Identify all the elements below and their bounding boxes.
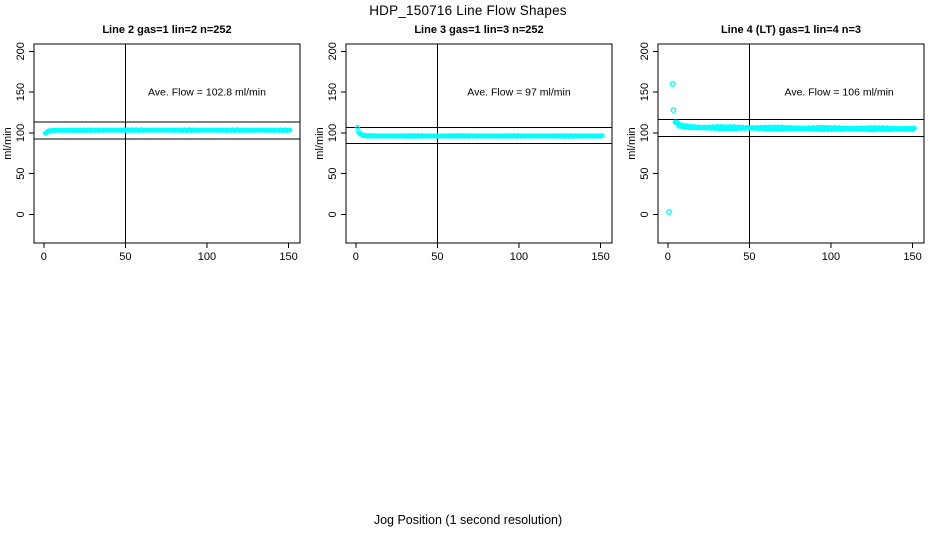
panel-title: Line 3 gas=1 lin=3 n=252 (414, 24, 543, 36)
x-axis-tick-label: 50 (743, 251, 755, 263)
y-axis-tick-label: 200 (327, 42, 339, 60)
data-point (354, 124, 360, 130)
panel-title: Line 4 (LT) gas=1 lin=4 n=3 (721, 24, 861, 36)
y-axis-tick-label: 150 (639, 83, 651, 101)
data-point (599, 133, 605, 139)
y-axis-tick-label: 150 (15, 83, 27, 101)
outlier-data-point (666, 209, 673, 215)
plot-box (657, 43, 925, 244)
data-point (911, 125, 917, 131)
data-points (42, 127, 293, 136)
outlier-data-point (669, 81, 676, 87)
x-axis-tick-label: 100 (510, 251, 528, 263)
data-points (666, 81, 917, 215)
x-axis-tick-label: 150 (591, 251, 609, 263)
y-axis-tick-label: 50 (639, 168, 651, 180)
x-axis-tick-label: 100 (822, 251, 840, 263)
panel-title: Line 2 gas=1 lin=2 n=252 (102, 24, 231, 36)
avg-flow-annotation: Ave. Flow = 97 ml/min (467, 87, 571, 99)
y-axis-tick-label: 50 (15, 168, 27, 180)
figure-title: HDP_150716 Line Flow Shapes (369, 3, 567, 18)
data-points (354, 124, 605, 139)
avg-flow-annotation: Ave. Flow = 106 ml/min (785, 87, 894, 99)
x-axis-tick-label: 150 (279, 251, 297, 263)
x-axis-global-label: Jog Position (1 second resolution) (373, 513, 563, 527)
x-axis-tick-label: 50 (119, 251, 131, 263)
x-axis-tick-label: 50 (431, 251, 443, 263)
x-axis-tick-label: 150 (903, 251, 921, 263)
plot-area: Line 4 (LT) gas=1 lin=4 n=3 0 50 100 150 0 50 1… (626, 24, 925, 263)
outlier-data-point (670, 107, 677, 114)
x-axis-tick-label: 100 (198, 251, 216, 263)
data-point (287, 127, 293, 133)
y-axis-tick-label: 200 (639, 42, 651, 60)
plot-area: Line 2 gas=1 lin=2 n=252 0 50 100 150 0 50 100 1… (2, 24, 301, 263)
y-axis-tick-label: 0 (327, 211, 339, 217)
panel-line4: Line 4 (LT) gas=1 lin=4 n=3 0 50 100 150 0 50 1… (624, 0, 936, 270)
y-axis-tick-label: 50 (327, 168, 339, 180)
y-axis-tick-label: 150 (327, 83, 339, 101)
y-axis-tick-label: 100 (327, 124, 339, 142)
y-axis-tick-label: 100 (15, 124, 27, 142)
panel-line2: Line 2 gas=1 lin=2 n=252 0 50 100 150 0 50 100 1… (0, 0, 312, 270)
x-axis-tick-label: 0 (353, 251, 359, 263)
y-axis-tick-label: 0 (639, 211, 651, 217)
plot-box (33, 43, 301, 244)
avg-flow-annotation: Ave. Flow = 102.8 ml/min (148, 87, 266, 99)
panel-line3: Line 3 gas=1 lin=3 n=252 0 50 100 150 0 50 100 1… (312, 0, 624, 270)
plot-area: Line 3 gas=1 lin=3 n=252 0 50 100 150 0 50 100 1… (314, 24, 613, 263)
x-axis-tick-label: 0 (41, 251, 47, 263)
y-axis-label: ml/min (2, 127, 14, 159)
y-axis-tick-label: 100 (639, 124, 651, 142)
y-axis-tick-label: 0 (15, 211, 27, 217)
y-axis-tick-label: 200 (15, 42, 27, 60)
y-axis-label: ml/min (314, 127, 326, 159)
plot-box (345, 43, 613, 244)
x-axis-tick-label: 0 (665, 251, 671, 263)
y-axis-label: ml/min (626, 127, 638, 159)
